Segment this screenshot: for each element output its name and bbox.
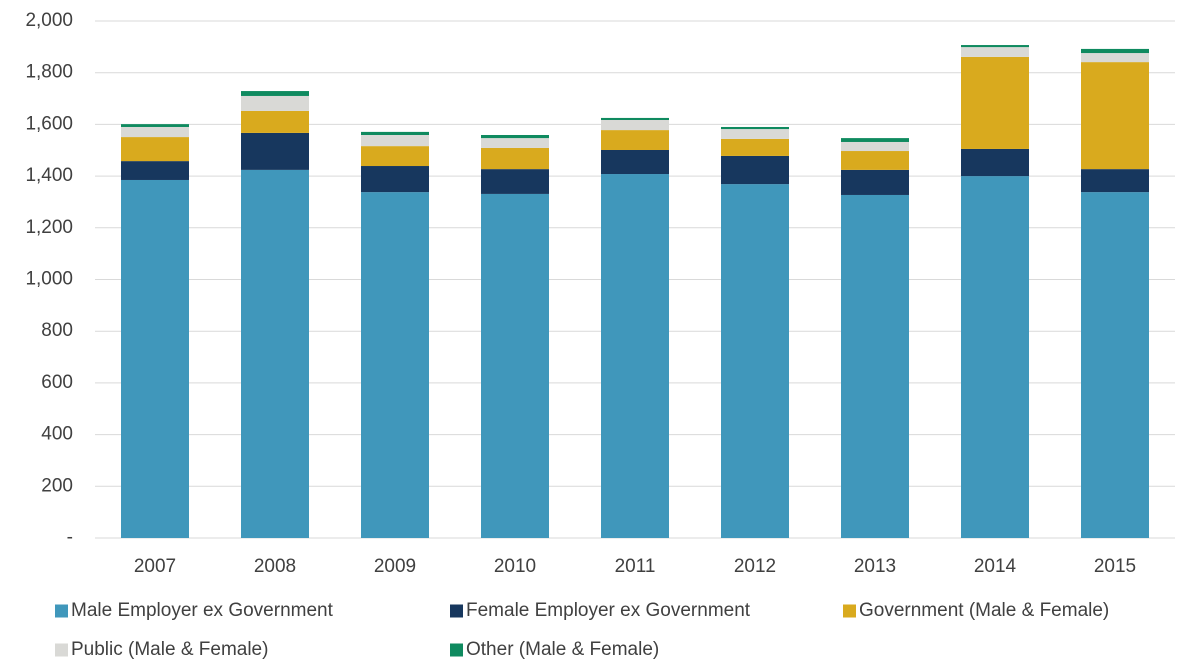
y-tick-label: 1,400 (25, 165, 73, 186)
bar-segment (241, 132, 309, 170)
legend-label: Other (Male & Female) (466, 639, 659, 660)
legend-label: Government (Male & Female) (859, 600, 1109, 621)
bar-segment (601, 117, 669, 121)
bar-segment (841, 194, 909, 538)
x-tick-label: 2013 (854, 556, 896, 577)
bar-segment (481, 147, 549, 170)
x-tick-label: 2012 (734, 556, 776, 577)
x-tick-label: 2008 (254, 556, 296, 577)
bar-segment (1081, 53, 1149, 63)
bar-segment (841, 138, 909, 142)
bar-segment (361, 134, 429, 147)
bar-segment (121, 179, 189, 539)
y-tick-label: 1,600 (25, 113, 73, 134)
y-tick-label: 400 (41, 424, 73, 445)
bar-segment (481, 138, 549, 148)
bar-segment (841, 151, 909, 170)
legend-label: Female Employer ex Government (466, 600, 751, 621)
legend-swatch (55, 643, 68, 657)
bar-segment (961, 148, 1029, 177)
bar-segment (481, 169, 549, 194)
bar-segment (721, 126, 789, 130)
bar-segment (601, 149, 669, 175)
y-tick-label: 200 (41, 475, 73, 496)
bar-segment (1081, 192, 1149, 538)
bar-segment (241, 95, 309, 111)
bar-segment (1081, 169, 1149, 193)
x-tick-label: 2015 (1094, 556, 1136, 577)
bar-segment (961, 176, 1029, 538)
x-tick-label: 2011 (615, 556, 656, 577)
x-tick-label: 2009 (374, 556, 416, 577)
bar-segment (361, 146, 429, 167)
bar-segment (121, 124, 189, 127)
bar-segment (721, 138, 789, 156)
bar-segment (721, 184, 789, 538)
bar-segment (121, 161, 189, 180)
bar-segment (721, 155, 789, 185)
bar-segment (241, 110, 309, 133)
legend-swatch (450, 604, 463, 618)
y-tick-label: - (67, 527, 73, 548)
bar-segment (361, 131, 429, 135)
y-tick-label: 1,000 (25, 269, 73, 290)
x-tick-label: 2010 (494, 556, 536, 577)
bar-segment (1081, 62, 1149, 170)
bar-segment (961, 45, 1029, 48)
bar-segment (481, 134, 549, 139)
y-tick-label: 800 (41, 320, 73, 341)
legend-swatch (55, 604, 68, 618)
bar-segment (721, 129, 789, 139)
bar-segment (601, 120, 669, 131)
legend-label: Male Employer ex Government (71, 600, 334, 621)
legend-swatch (450, 643, 463, 657)
bar-segment (601, 174, 669, 539)
bar-segment (361, 166, 429, 193)
bar-segment (121, 137, 189, 162)
bar-segment (241, 91, 309, 96)
bar-segment (241, 169, 309, 538)
x-tick-label: 2007 (134, 556, 176, 577)
legend-swatch (843, 604, 856, 618)
bar-segment (961, 56, 1029, 149)
y-tick-label: 1,200 (25, 217, 73, 238)
bar-segment (121, 126, 189, 138)
y-tick-label: 1,800 (25, 62, 73, 83)
x-tick-label: 2014 (974, 556, 1017, 577)
bar-segment (841, 169, 909, 195)
bar-segment (1081, 48, 1149, 54)
bar-segment (601, 130, 669, 150)
y-tick-label: 600 (41, 372, 73, 393)
bar-segment (481, 193, 549, 538)
bar-segment (361, 192, 429, 538)
legend-label: Public (Male & Female) (71, 639, 268, 660)
y-tick-label: 2,000 (25, 10, 73, 31)
bar-segment (961, 47, 1029, 57)
bar-segment (841, 141, 909, 152)
